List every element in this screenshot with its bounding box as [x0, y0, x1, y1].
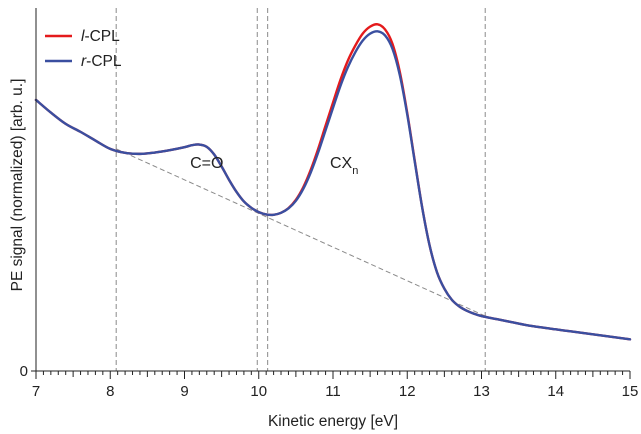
- x-axis-title: Kinetic energy [eV]: [268, 413, 398, 430]
- baseline-guide-line: [115, 148, 486, 317]
- series-line-r-cpl: [34, 30, 632, 341]
- x-tick-label: 7: [32, 383, 40, 400]
- guide-lines: [115, 8, 486, 371]
- y-axis-title: PE signal (normalized) [arb. u.]: [9, 79, 26, 292]
- x-tick-label: 11: [325, 383, 341, 400]
- x-tick-label: 9: [180, 383, 188, 400]
- x-tick-label: 13: [473, 383, 490, 400]
- annotation-cxn: CXn: [330, 155, 358, 177]
- x-ticks: 7 8 9 10 11 12 13 14 15: [32, 371, 639, 400]
- x-tick-label: 8: [106, 383, 114, 400]
- legend-label: r-CPL: [81, 53, 122, 70]
- legend-label-prefix: l: [81, 28, 85, 45]
- series-layer: [34, 23, 632, 341]
- annotation-subscript: n: [352, 165, 358, 177]
- x-tick-label: 15: [622, 383, 639, 400]
- y-tick-label: 0: [20, 363, 28, 380]
- legend-label-suffix: -CPL: [84, 28, 120, 45]
- legend-label: l-CPL: [81, 28, 120, 45]
- annotations: C=O CXn: [190, 155, 358, 177]
- annotation-co: C=O: [190, 155, 223, 172]
- legend-label-suffix: -CPL: [86, 53, 122, 70]
- legend-label-prefix: r: [81, 53, 87, 70]
- x-tick-label: 14: [547, 383, 564, 400]
- series-line-l-cpl: [34, 23, 632, 341]
- x-tick-label: 12: [399, 383, 416, 400]
- x-tick-label: 10: [250, 383, 267, 400]
- axes: 7 8 9 10 11 12 13 14 15 0: [20, 8, 639, 400]
- y-ticks: 0: [20, 363, 36, 380]
